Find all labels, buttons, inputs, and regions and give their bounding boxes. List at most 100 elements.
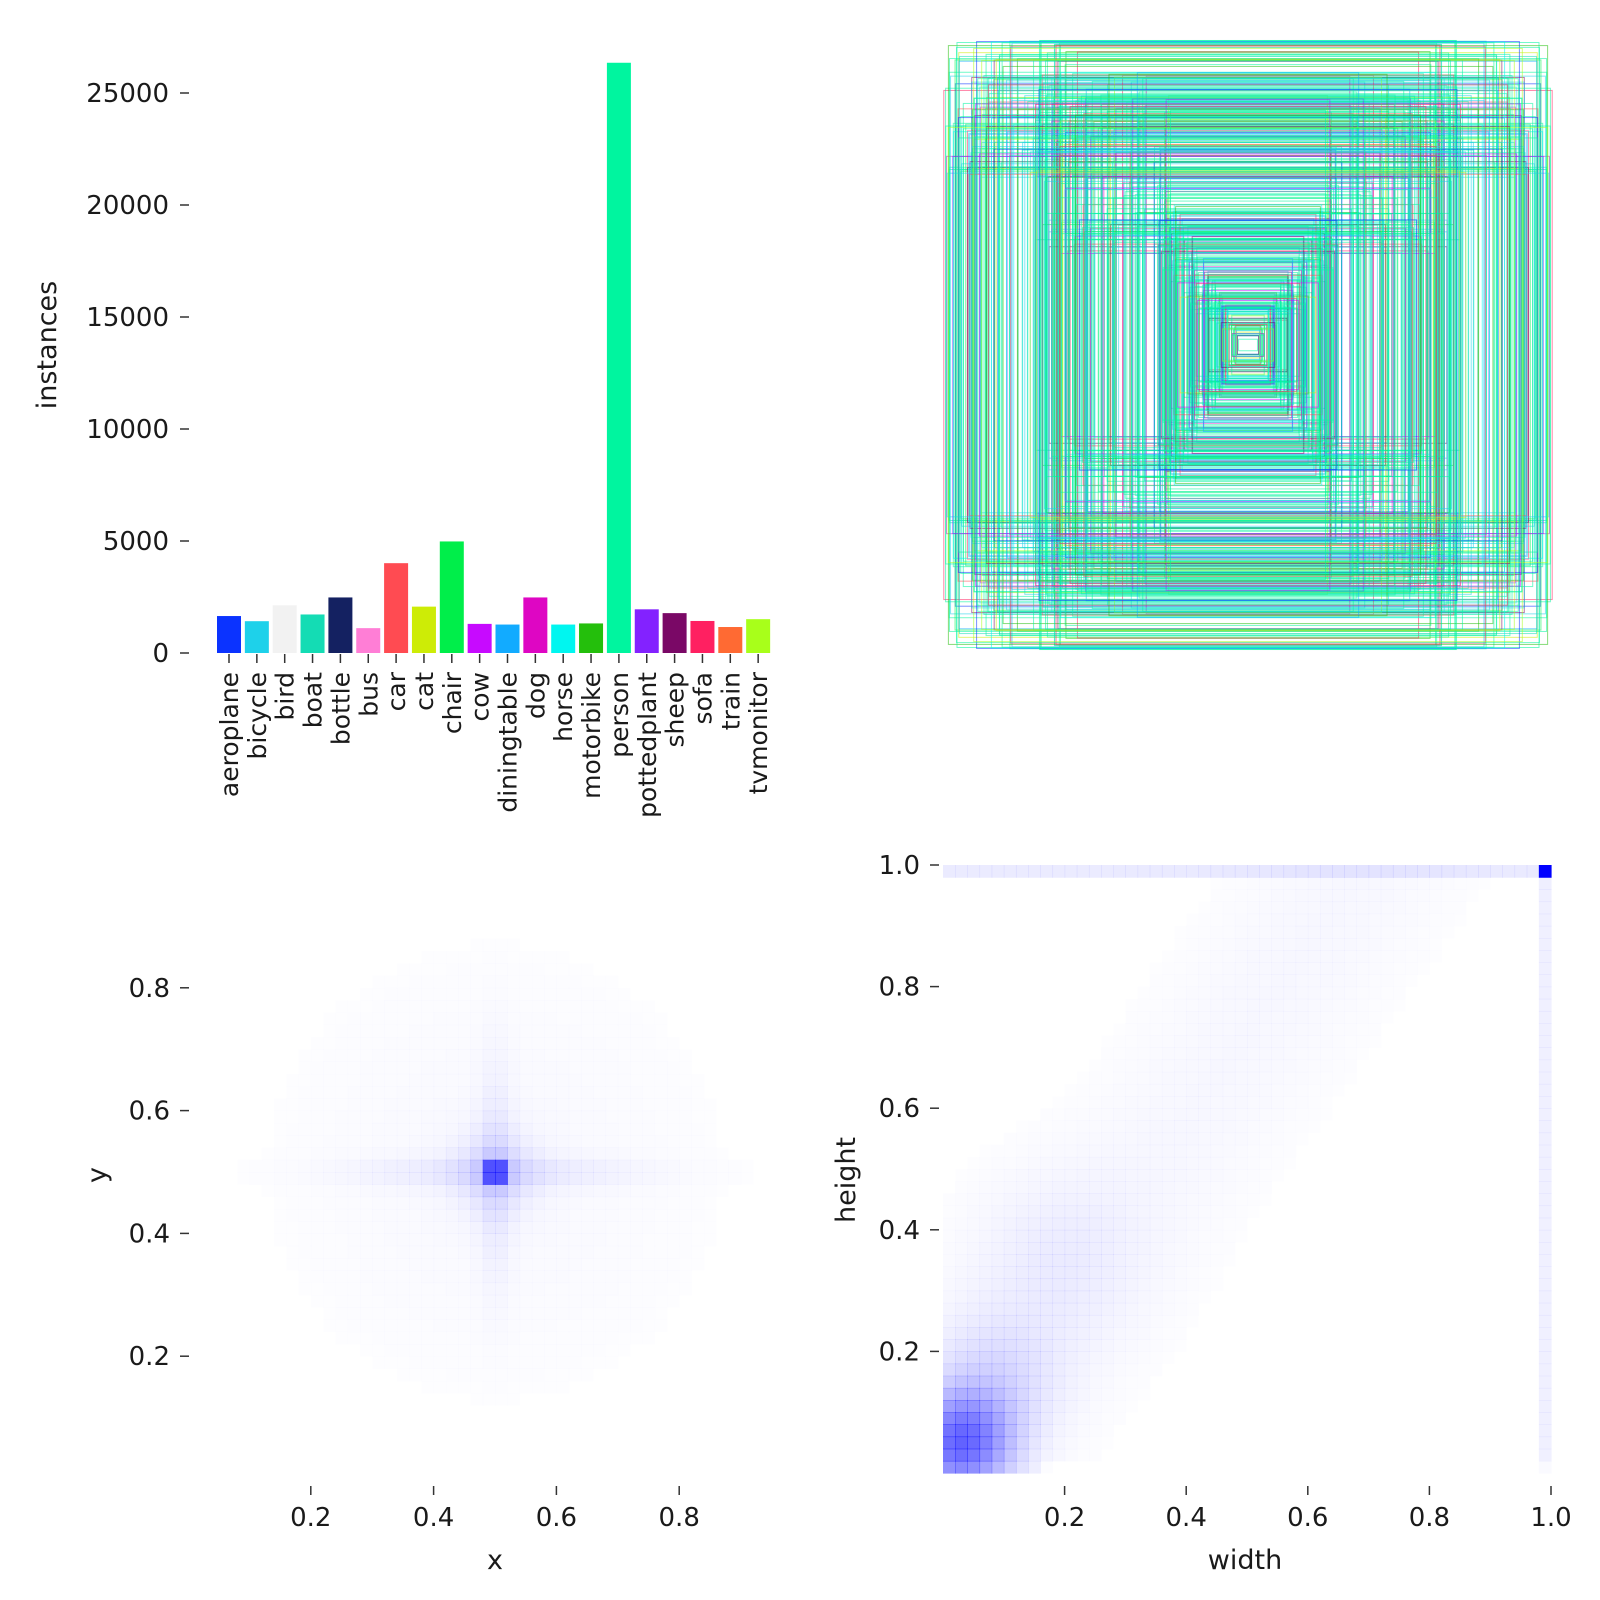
heatmap-cell <box>1113 1072 1126 1085</box>
heatmap-cell <box>519 1208 533 1222</box>
heatmap-cell <box>667 1246 680 1259</box>
label-box <box>1038 89 1458 601</box>
heatmap-cell <box>360 1307 373 1320</box>
heatmap-cell <box>679 1135 692 1148</box>
heatmap-cell <box>1040 1387 1054 1401</box>
heatmap-cell <box>531 1172 545 1185</box>
heatmap-cell <box>1441 865 1455 878</box>
heatmap-cell <box>1150 1254 1163 1267</box>
heatmap-cell <box>1211 962 1224 975</box>
heatmap-cell <box>606 1283 619 1296</box>
heatmap-cell <box>348 1233 361 1246</box>
label-box <box>1048 85 1448 605</box>
heatmap-cell <box>1113 1376 1126 1389</box>
heatmap-cell <box>335 1160 348 1173</box>
heatmap-cell <box>1369 877 1382 890</box>
heatmap-cell <box>618 988 631 1001</box>
heatmap-cell <box>483 976 496 989</box>
heatmap-cell <box>1259 1120 1272 1133</box>
heatmap-cell <box>1283 1035 1296 1048</box>
heatmap-cell <box>556 1197 569 1210</box>
heatmap-cell <box>943 1351 956 1365</box>
xy-x-tick-label: 0.8 <box>659 1503 700 1533</box>
heatmap-cell <box>544 1061 557 1074</box>
label-box <box>1162 267 1334 423</box>
label-box <box>1075 161 1421 529</box>
heatmap-cell <box>655 1209 668 1222</box>
heatmap-cell <box>421 1246 434 1259</box>
heatmap-cell <box>618 1258 631 1271</box>
heatmap-cell <box>1076 1314 1090 1328</box>
heatmap-cell <box>618 1123 631 1136</box>
label-box <box>1098 197 1398 493</box>
heatmap-cell <box>348 1319 361 1332</box>
heatmap-cell <box>1211 1193 1224 1206</box>
heatmap-cell <box>1320 877 1333 890</box>
heatmap-cell <box>507 976 520 989</box>
heatmap-cell <box>1308 1120 1321 1133</box>
heatmap-cell <box>1040 1290 1054 1304</box>
heatmap-cell <box>943 865 956 878</box>
heatmap-cell <box>1308 987 1321 1000</box>
heatmap-cell <box>1003 1363 1017 1377</box>
heatmap-cell <box>1381 987 1394 1000</box>
heatmap-cell <box>1320 889 1333 902</box>
heatmap-cell <box>581 1270 594 1283</box>
heatmap-cell <box>446 951 459 964</box>
heatmap-cell <box>434 1270 447 1283</box>
heatmap-cell <box>1162 1145 1175 1158</box>
heatmap-cell <box>556 1295 569 1308</box>
heatmap-cell <box>1247 1084 1260 1097</box>
heatmap-cell <box>372 1061 385 1074</box>
heatmap-cell <box>446 1233 459 1246</box>
heatmap-cell <box>1259 1181 1272 1194</box>
heatmap-cell <box>507 1295 520 1308</box>
heatmap-cell <box>655 1135 668 1148</box>
heatmap-cell <box>642 1160 655 1173</box>
heatmap-cell <box>1065 1096 1078 1109</box>
heatmap-cell <box>446 1307 459 1320</box>
heatmap-cell <box>445 1135 459 1149</box>
heatmap-cell <box>1235 1047 1248 1060</box>
heatmap-cell <box>606 988 619 1001</box>
heatmap-cell <box>1052 1387 1066 1401</box>
heatmap-cell <box>323 1246 336 1259</box>
heatmap-cell <box>372 1037 385 1050</box>
label-box <box>1036 109 1460 581</box>
heatmap-cell <box>1283 938 1296 951</box>
heatmap-cell <box>384 1012 397 1025</box>
heatmap-cell <box>446 1332 459 1345</box>
heatmap-cell <box>299 1086 312 1099</box>
heatmap-cell <box>556 1074 569 1087</box>
heatmap-cell <box>372 1025 385 1038</box>
heatmap-cell <box>421 1025 434 1038</box>
heatmap-cell <box>348 1098 361 1111</box>
bar-bottle <box>328 597 353 653</box>
heatmap-cell <box>1211 987 1224 1000</box>
heatmap-cell <box>1113 1205 1126 1219</box>
heatmap-cell <box>507 988 520 1001</box>
label-box <box>1107 222 1389 468</box>
heatmap-cell <box>1113 1351 1126 1364</box>
heatmap-cell <box>311 1184 324 1197</box>
bar-category-label: diningtable <box>494 672 523 813</box>
heatmap-cell <box>979 1460 993 1474</box>
heatmap-cell <box>458 1049 471 1062</box>
heatmap-cell <box>1538 925 1552 939</box>
heatmap-cell <box>1064 1278 1078 1292</box>
bar-category-label: cat <box>410 672 439 711</box>
label-box <box>1215 291 1281 399</box>
heatmap-cell <box>642 1098 655 1111</box>
heatmap-cell <box>1077 1388 1090 1401</box>
heatmap-cell <box>1259 889 1272 902</box>
heatmap-cell <box>1490 865 1503 878</box>
label-box <box>1076 203 1420 487</box>
heatmap-cell <box>1538 1132 1552 1146</box>
heatmap-cell <box>642 1061 655 1074</box>
heatmap-cell <box>1101 1266 1114 1280</box>
heatmap-cell <box>667 1233 680 1246</box>
heatmap-cell <box>482 1221 496 1234</box>
heatmap-cell <box>1211 926 1224 939</box>
heatmap-cell <box>1162 1327 1175 1340</box>
heatmap-cell <box>556 951 569 964</box>
